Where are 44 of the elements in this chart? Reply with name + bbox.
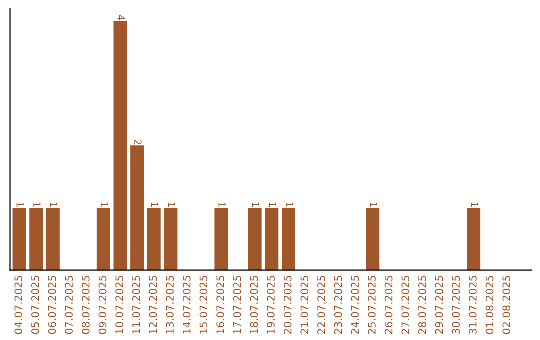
data-label: 1	[34, 202, 41, 208]
x-tick-label: 26.07.2025	[384, 276, 393, 334]
data-label: 1	[252, 202, 260, 208]
x-tick-label: 16.07.2025	[216, 276, 224, 334]
x-tick-label: 06.07.2025	[48, 276, 56, 334]
x-tick-label: 09.07.2025	[98, 276, 107, 334]
x-tick-label: 07.07.2025	[65, 276, 74, 334]
x-tick-label: 24.07.2025	[351, 276, 360, 334]
data-label: 1	[269, 202, 276, 208]
x-tick-label: 11.07.2025	[132, 276, 140, 334]
data-label: 1	[151, 202, 159, 208]
x-tick-label: 13.07.2025	[166, 276, 174, 334]
x-tick-label: 21.07.2025	[300, 276, 309, 334]
data-label: 1	[218, 202, 226, 208]
x-tick-label: 31.07.2025	[468, 276, 477, 334]
x-tick-label: 17.07.2025	[233, 276, 242, 334]
x-tick-label: 22.07.2025	[318, 276, 326, 334]
data-label: 1	[168, 202, 176, 208]
x-tick-label: 01.08.2025	[486, 276, 494, 334]
data-label: 1	[471, 202, 478, 208]
data-label: 1	[50, 202, 58, 208]
x-tick-label: 20.07.2025	[284, 276, 292, 334]
x-tick-label: 05.07.2025	[31, 276, 40, 334]
x-tick-label: 18.07.2025	[250, 276, 258, 334]
x-tick-label: 04.07.2025	[14, 276, 23, 334]
x-tick-label: 23.07.2025	[334, 276, 342, 334]
x-tick-label: 10.07.2025	[116, 276, 124, 334]
x-tick-label: 15.07.2025	[200, 276, 208, 334]
x-tick-label: 27.07.2025	[402, 276, 410, 334]
data-label: 1	[286, 202, 294, 208]
x-tick-label: 30.07.2025	[452, 276, 460, 334]
data-label: 1	[370, 202, 378, 208]
data-label: 2	[134, 140, 142, 145]
x-tick-label: 25.07.2025	[368, 276, 376, 334]
data-label: 1	[16, 202, 24, 208]
data-label: 4	[118, 15, 125, 20]
x-tick-label: 08.07.2025	[82, 276, 90, 334]
x-tick-label: 19.07.2025	[267, 276, 275, 334]
x-tick-label: 28.07.2025	[418, 276, 426, 334]
x-tick-label: 02.08.2025	[502, 276, 511, 334]
x-tick-label: 14.07.2025	[182, 276, 191, 334]
x-tick-label: 12.07.2025	[149, 276, 158, 334]
data-label: 1	[100, 202, 108, 208]
x-tick-label: 29.07.2025	[435, 276, 444, 334]
